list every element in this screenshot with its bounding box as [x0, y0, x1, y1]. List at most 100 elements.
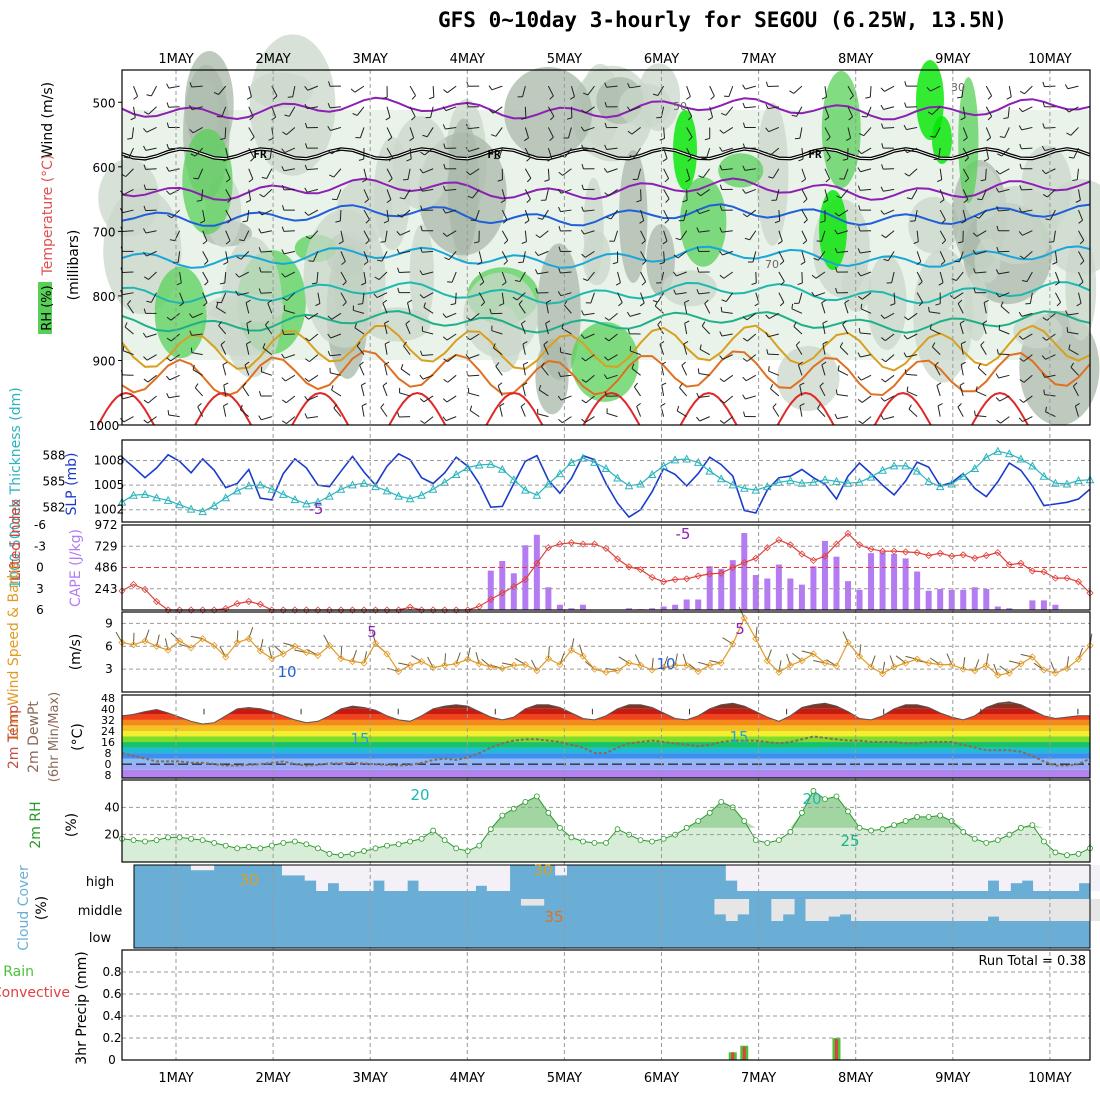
lifted-index-marker [429, 606, 437, 614]
thickness-marker [232, 486, 242, 495]
wind-barb-flag [858, 226, 861, 232]
pressure-tick-label: 800 [93, 290, 116, 304]
wind-barb-flag [936, 179, 942, 183]
wind-barb [633, 386, 641, 397]
wind-barb-flag [860, 303, 863, 309]
wind-barb [409, 148, 412, 160]
wind-barb-flag [442, 124, 446, 130]
wind-barb-flag [604, 391, 608, 397]
cape-bar [556, 604, 563, 610]
wind-barb-flag [341, 261, 346, 265]
wind-barb [192, 312, 203, 319]
wind-barb [728, 85, 734, 97]
wind-barb [261, 209, 273, 216]
upper-air-frame [121, 69, 1091, 426]
wind-barb [702, 168, 711, 178]
wind-barb-flag [245, 299, 251, 304]
wind10m-marker [717, 659, 725, 667]
wind10m-marker [164, 646, 172, 654]
data-marks [97, 34, 1100, 1060]
wind-barb-flag [768, 366, 770, 372]
wind-barb-flag [411, 95, 416, 100]
wind-barb-flag [419, 168, 424, 174]
wind-barb-flag [1042, 81, 1045, 87]
wind10m-marker [521, 661, 529, 669]
wind-barb-flag [271, 116, 276, 121]
cloud-middle-gap [998, 899, 1011, 921]
wind-barb [560, 271, 572, 274]
rh-shade [821, 71, 861, 189]
wind-barb [446, 333, 457, 341]
wind-barb [246, 323, 250, 335]
wind-barb-flag [281, 249, 285, 255]
cape-bar [706, 566, 713, 610]
cloud-middle-gap [1044, 899, 1057, 921]
rh2m-marker [349, 850, 356, 857]
wind-barb-flag [821, 96, 827, 100]
wind-barb-flag [659, 137, 665, 141]
temperature-contour-label: 10 [656, 655, 675, 673]
cloud-high-gap [202, 865, 215, 871]
wind-barb [962, 168, 970, 179]
wind-barb [799, 127, 803, 139]
wind-barb-flag [442, 232, 448, 237]
wind-barb [422, 354, 434, 356]
wind-barb-flag [857, 149, 862, 155]
wind-barb [422, 188, 434, 192]
thickness-tick-label: 582 [43, 500, 66, 514]
wind-barb [640, 189, 642, 201]
wind-barb-flag [743, 411, 746, 417]
temp-band [122, 747, 1090, 754]
wind-barb-flag [835, 267, 838, 273]
wind-barb [908, 408, 918, 417]
cape-tick-label: 729 [95, 539, 118, 553]
slp-tick-label: 1005 [94, 478, 125, 492]
wind10m-barb [467, 647, 471, 660]
wind-barb-flag [558, 171, 563, 176]
wind-barb-flag [673, 289, 677, 295]
wind10m-marker [902, 659, 910, 667]
wind10m-barb [674, 653, 678, 666]
temperature-contour-40 [873, 391, 932, 426]
wind-barb-flag [1018, 107, 1023, 113]
wind-barb [885, 230, 895, 239]
rh2m-marker [960, 829, 967, 835]
wind-barb [356, 345, 365, 355]
wind-barb-flag [604, 317, 610, 321]
wind-barb [405, 323, 411, 335]
rh-shade [1065, 234, 1097, 341]
wind-barb-flag [1018, 311, 1023, 317]
wind-barb [316, 271, 319, 284]
wind-barb-flag [196, 199, 202, 202]
wind10m-marker [590, 665, 599, 673]
wind-barb-flag [520, 402, 526, 407]
wind-barb-flag [633, 382, 638, 388]
wind-barb [445, 416, 457, 422]
wind-barb [1045, 411, 1056, 418]
cloud-high-gap [771, 865, 784, 891]
cloud-high-gap [873, 865, 886, 891]
wind-barb-flag [959, 320, 965, 324]
wind-barb-flag [977, 198, 983, 201]
lifted-index-marker [879, 547, 887, 555]
wind-barb [541, 366, 549, 376]
wind-barb-flag [719, 399, 725, 404]
wind-barb-flag [250, 157, 255, 162]
wind-barb-flag [883, 258, 889, 262]
wind-barb-flag [742, 394, 746, 400]
wind-barb-flag [419, 294, 424, 299]
wind-barb-flag [538, 384, 542, 391]
wind-barb [524, 147, 531, 159]
wind-barb-flag [258, 391, 262, 397]
wind-barb-flag [1018, 417, 1023, 422]
thickness-marker [958, 471, 968, 480]
wind-barb [192, 369, 203, 376]
wind10m-marker [256, 647, 264, 655]
wind-barb-flag [696, 192, 701, 197]
wind-barb-flag [1056, 302, 1061, 307]
rh2m-marker [591, 839, 598, 846]
wind-barb-flag [742, 143, 746, 149]
wind-barb [699, 416, 710, 422]
wind-barb-flag [604, 337, 610, 342]
wind-barb-flag [641, 240, 646, 245]
